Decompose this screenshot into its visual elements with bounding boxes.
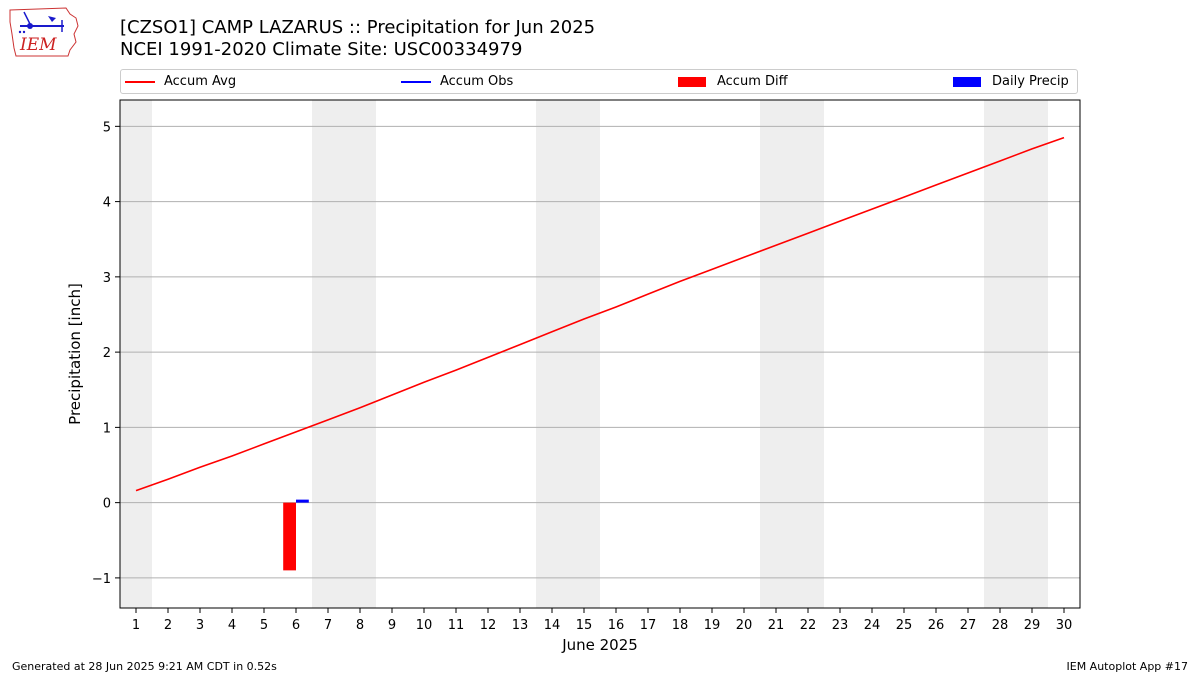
legend-item-accum-obs: Accum Obs bbox=[401, 70, 513, 93]
legend-swatch-accum-avg bbox=[125, 80, 155, 83]
x-tick-label: 6 bbox=[292, 618, 300, 633]
y-tick-label: 4 bbox=[103, 196, 111, 211]
legend-item-accum-diff: Accum Diff bbox=[678, 70, 788, 93]
bar-accum-diff bbox=[283, 502, 296, 571]
legend-swatch-daily-precip bbox=[953, 76, 981, 87]
y-tick-label: 3 bbox=[103, 271, 111, 286]
x-tick-label: 24 bbox=[864, 618, 881, 633]
x-tick-label: 14 bbox=[544, 618, 561, 633]
x-tick-label: 1 bbox=[132, 618, 140, 633]
x-tick-label: 3 bbox=[196, 618, 204, 633]
iem-iowa-logo-icon: IEM bbox=[9, 7, 79, 57]
chart-legend: Accum Avg Accum Obs Accum Diff Daily Pre… bbox=[120, 69, 1078, 94]
footer-app-label: IEM Autoplot App #17 bbox=[1066, 660, 1189, 673]
y-tick-label: 5 bbox=[103, 120, 111, 135]
x-tick-label: 27 bbox=[960, 618, 977, 633]
legend-label-daily-precip: Daily Precip bbox=[992, 74, 1069, 89]
weekend-shade-4 bbox=[984, 100, 1048, 608]
legend-swatch-accum-diff bbox=[678, 76, 706, 87]
y-tick-label: 1 bbox=[103, 421, 111, 436]
weekend-shade-0 bbox=[120, 100, 152, 608]
x-tick-label: 25 bbox=[896, 618, 913, 633]
x-tick-label: 8 bbox=[356, 618, 364, 633]
x-tick-label: 17 bbox=[640, 618, 657, 633]
legend-item-daily-precip: Daily Precip bbox=[953, 70, 1069, 93]
x-tick-label: 18 bbox=[672, 618, 689, 633]
weekend-shade-2 bbox=[536, 100, 600, 608]
x-tick-label: 2 bbox=[164, 618, 172, 633]
y-tick-label: −1 bbox=[92, 572, 111, 587]
x-tick-label: 30 bbox=[1056, 618, 1073, 633]
legend-swatch-accum-obs bbox=[401, 80, 431, 83]
x-tick-label: 9 bbox=[388, 618, 396, 633]
legend-label-accum-avg: Accum Avg bbox=[164, 74, 237, 89]
x-tick-label: 29 bbox=[1024, 618, 1041, 633]
x-tick-label: 26 bbox=[928, 618, 945, 633]
x-tick-label: 28 bbox=[992, 618, 1009, 633]
logo-text: IEM bbox=[19, 35, 57, 55]
x-tick-label: 22 bbox=[800, 618, 817, 633]
x-tick-label: 20 bbox=[736, 618, 753, 633]
bar-daily-precip bbox=[296, 499, 309, 503]
legend-label-accum-obs: Accum Obs bbox=[440, 74, 514, 89]
x-tick-label: 16 bbox=[608, 618, 625, 633]
chart-title: [CZSO1] CAMP LAZARUS :: Precipitation fo… bbox=[120, 17, 596, 38]
legend-item-accum-avg: Accum Avg bbox=[125, 70, 236, 93]
legend-label-accum-diff: Accum Diff bbox=[717, 74, 788, 89]
weekend-shade-3 bbox=[760, 100, 824, 608]
x-tick-label: 4 bbox=[228, 618, 236, 633]
x-tick-label: 13 bbox=[512, 618, 529, 633]
x-tick-label: 5 bbox=[260, 618, 268, 633]
y-axis-label: Precipitation [inch] bbox=[66, 283, 84, 425]
plot-frame bbox=[119, 99, 1081, 609]
x-tick-label: 21 bbox=[768, 618, 785, 633]
x-tick-label: 11 bbox=[448, 618, 465, 633]
iem-logo: IEM bbox=[8, 4, 82, 60]
x-axis-label: June 2025 bbox=[561, 636, 638, 654]
y-tick-label: 2 bbox=[103, 346, 111, 361]
x-tick-label: 19 bbox=[704, 618, 721, 633]
x-tick-label: 12 bbox=[480, 618, 497, 633]
footer-generated-text: Generated at 28 Jun 2025 9:21 AM CDT in … bbox=[12, 660, 277, 673]
weekend-shade-1 bbox=[312, 100, 376, 608]
series-line-accum-avg bbox=[135, 136, 1065, 492]
chart-subtitle: NCEI 1991-2020 Climate Site: USC00334979 bbox=[120, 39, 523, 60]
x-tick-label: 7 bbox=[324, 618, 332, 633]
x-tick-label: 10 bbox=[416, 618, 433, 633]
x-tick-label: 23 bbox=[832, 618, 849, 633]
x-tick-label: 15 bbox=[576, 618, 593, 633]
y-tick-label: 0 bbox=[103, 497, 111, 512]
